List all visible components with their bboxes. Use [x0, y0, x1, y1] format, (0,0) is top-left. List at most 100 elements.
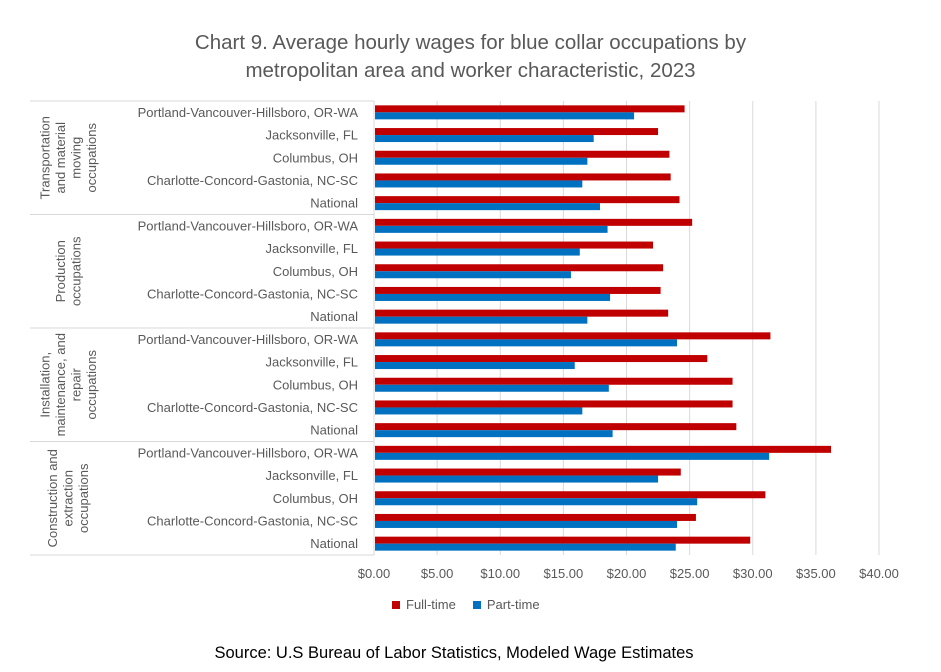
category-label: Portland-Vancouver-Hillsboro, OR-WA — [138, 332, 359, 347]
bar-full-time — [375, 286, 661, 294]
bar-full-time — [375, 491, 766, 499]
x-tick-label: $15.00 — [543, 566, 583, 581]
category-label: National — [310, 423, 358, 438]
x-tick-label: $5.00 — [421, 566, 454, 581]
bar-part-time — [375, 452, 770, 460]
bar-full-time — [375, 445, 832, 453]
legend: Full-time Part-time — [392, 597, 540, 612]
x-tick-label: $35.00 — [796, 566, 836, 581]
bar-part-time — [375, 316, 588, 324]
group-label-line: moving — [68, 137, 83, 179]
category-label: Columbus, OH — [273, 491, 358, 506]
bar-part-time — [375, 407, 583, 415]
category-label: Portland-Vancouver-Hillsboro, OR-WA — [138, 218, 359, 233]
category-label: Portland-Vancouver-Hillsboro, OR-WA — [138, 105, 359, 120]
group-labels: Transportationand materialmovingoccupati… — [37, 116, 99, 547]
bar-part-time — [375, 248, 580, 256]
bar-part-time — [375, 520, 677, 528]
bar-full-time — [375, 309, 669, 317]
bar-full-time — [375, 173, 671, 181]
bar-full-time — [375, 400, 733, 408]
category-label: Columbus, OH — [273, 264, 358, 279]
bar-part-time — [375, 271, 571, 279]
bars — [375, 105, 832, 551]
category-label: Jacksonville, FL — [266, 241, 358, 256]
group-label-line: repair — [68, 367, 83, 401]
x-tick-label: $0.00 — [358, 566, 391, 581]
legend-swatch-full-time — [392, 600, 400, 609]
x-tick-label: $40.00 — [859, 566, 899, 581]
x-tick-label: $20.00 — [607, 566, 647, 581]
category-label: Charlotte-Concord-Gastonia, NC-SC — [147, 400, 358, 415]
chart-title-line-2: metropolitan area and worker characteris… — [245, 59, 696, 82]
bar-part-time — [375, 384, 609, 392]
category-label: National — [310, 536, 358, 551]
bar-part-time — [375, 362, 575, 370]
category-label: Jacksonville, FL — [266, 128, 358, 143]
bar-full-time — [375, 377, 733, 385]
bar-full-time — [375, 196, 680, 204]
category-labels: Portland-Vancouver-Hillsboro, OR-WA Jacks… — [138, 105, 359, 551]
group-label-line: occupations — [84, 350, 99, 420]
bar-full-time — [375, 423, 737, 431]
category-label: Jacksonville, FL — [266, 355, 358, 370]
chart-title-line-1: Chart 9. Average hourly wages for blue c… — [194, 31, 747, 54]
group-label: Transportationand materialmovingoccupati… — [37, 116, 99, 199]
group-label-line: Installation, — [37, 352, 52, 418]
x-axis-tick-labels: $0.00 $5.00 $10.00 $15.00 $20.00 $25.00 $30.00… — [358, 566, 899, 581]
x-tick-label: $10.00 — [480, 566, 520, 581]
group-label-line: Construction and — [45, 449, 60, 547]
group-label-line: Transportation — [37, 116, 52, 199]
category-label: Jacksonville, FL — [266, 468, 358, 483]
bar-part-time — [375, 430, 613, 438]
bar-full-time — [375, 332, 771, 340]
bar-part-time — [375, 498, 698, 506]
legend-swatch-part-time — [472, 600, 481, 609]
bar-part-time — [375, 293, 611, 301]
bar-part-time — [375, 157, 588, 165]
source-note: Source: U.S Bureau of Labor Statistics, … — [214, 644, 694, 662]
bar-full-time — [375, 218, 693, 226]
bar-part-time — [375, 180, 583, 188]
group-label-line: occupations — [68, 236, 83, 306]
category-label: Charlotte-Concord-Gastonia, NC-SC — [147, 173, 358, 188]
bar-full-time — [375, 513, 696, 521]
legend-item-full-time: Full-time — [392, 597, 456, 612]
gridlines — [373, 101, 880, 555]
x-tick-label: $30.00 — [733, 566, 773, 581]
x-tick-label: $25.00 — [670, 566, 710, 581]
group-label: Construction andextractionoccupations — [45, 449, 91, 547]
group-label-line: occupations — [84, 123, 99, 193]
category-label: Portland-Vancouver-Hillsboro, OR-WA — [138, 445, 359, 460]
category-label: National — [310, 309, 358, 324]
bar-full-time — [375, 105, 685, 113]
category-label: Columbus, OH — [273, 150, 358, 165]
bar-part-time — [375, 543, 676, 551]
legend-label-part-time: Part-time — [486, 597, 540, 612]
category-label: Charlotte-Concord-Gastonia, NC-SC — [147, 513, 358, 528]
group-label-line: extraction — [61, 470, 76, 526]
group-label: Installation,maintenance, andrepairoccup… — [37, 333, 99, 436]
group-label: Productionoccupations — [53, 236, 84, 306]
bar-part-time — [375, 112, 635, 120]
category-label: National — [310, 196, 358, 211]
bar-part-time — [375, 475, 659, 483]
category-label: Columbus, OH — [273, 377, 358, 392]
group-label-line: and material — [53, 122, 68, 194]
group-label-line: occupations — [76, 463, 91, 533]
bar-part-time — [375, 225, 608, 233]
group-separators — [30, 100, 374, 556]
bar-part-time — [375, 339, 677, 347]
bar-full-time — [375, 264, 664, 272]
bar-full-time — [375, 128, 659, 136]
bar-full-time — [375, 536, 751, 544]
bar-full-time — [375, 150, 670, 158]
bar-full-time — [375, 241, 654, 249]
bar-part-time — [375, 135, 594, 143]
chart-title: Chart 9. Average hourly wages for blue c… — [0, 29, 941, 85]
legend-label-full-time: Full-time — [406, 597, 456, 612]
bar-part-time — [375, 203, 600, 211]
category-label: Charlotte-Concord-Gastonia, NC-SC — [147, 286, 358, 301]
bar-full-time — [375, 468, 681, 476]
